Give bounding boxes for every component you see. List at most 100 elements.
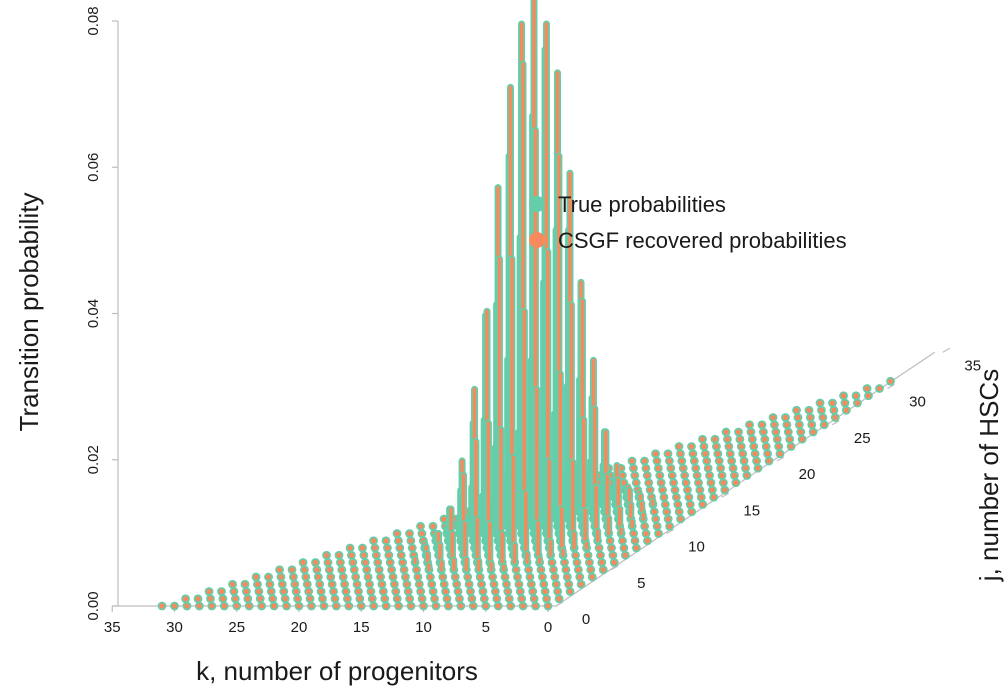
floor-point-csgf xyxy=(831,407,837,413)
floor-point-csgf xyxy=(749,436,755,442)
floor-point-csgf xyxy=(697,487,703,493)
floor-point-csgf xyxy=(777,451,783,457)
floor-point-csgf xyxy=(785,429,791,435)
floor-point-csgf xyxy=(753,458,760,464)
floor-point-csgf xyxy=(328,574,334,580)
floor-point-csgf xyxy=(207,596,214,602)
floor-point-csgf xyxy=(632,472,638,479)
floor-point-csgf xyxy=(730,465,736,471)
k-tick-label: 35 xyxy=(104,619,121,636)
floor-point-csgf xyxy=(495,603,501,609)
floor-point-csgf xyxy=(418,588,424,595)
floor-point-csgf xyxy=(741,458,747,464)
floor-point-csgf xyxy=(377,574,384,580)
floor-point-csgf xyxy=(387,559,393,566)
floor-point-csgf xyxy=(657,472,663,479)
floor-point-csgf xyxy=(508,603,514,609)
floor-point-csgf xyxy=(566,581,572,587)
floor-point-csgf xyxy=(699,436,706,442)
floor-point-csgf xyxy=(398,552,404,558)
floor-point-csgf xyxy=(159,603,165,609)
floor-point-csgf xyxy=(771,422,778,428)
floor-point-csgf xyxy=(597,552,604,558)
j-tick-mark xyxy=(721,492,730,498)
floor-point-csgf xyxy=(323,552,330,558)
floor-point-csgf xyxy=(232,596,238,602)
floor-point-csgf xyxy=(718,465,724,471)
j-tick-label: 0 xyxy=(582,611,590,628)
floor-point-csgf xyxy=(676,443,682,450)
j-tick-mark xyxy=(831,420,840,426)
floor-point-csgf xyxy=(354,581,360,587)
floor-point-csgf xyxy=(330,588,337,595)
floor-point-csgf xyxy=(600,567,606,573)
floor-point-csgf xyxy=(408,603,414,609)
floor-point-csgf xyxy=(306,588,312,595)
floor-point-csgf xyxy=(787,436,793,442)
floor-point-csgf xyxy=(530,588,536,595)
floor-point-csgf xyxy=(283,603,290,609)
floor-point-csgf xyxy=(308,603,315,609)
floor-point-csgf xyxy=(840,393,847,399)
floor-point-csgf xyxy=(368,588,374,595)
floor-point-csgf xyxy=(318,588,324,595)
floor-point-csgf xyxy=(588,567,594,573)
floor-point-csgf xyxy=(671,480,677,486)
floor-point-csgf xyxy=(539,574,546,580)
floor-point-csgf xyxy=(644,472,650,479)
x-axis-title: k, number of progenitors xyxy=(196,656,478,686)
floor-point-csgf xyxy=(532,603,539,609)
floor-point-csgf xyxy=(290,574,296,580)
floor-point-csgf xyxy=(643,530,649,537)
floor-point-csgf xyxy=(301,567,308,573)
floor-point-csgf xyxy=(312,559,319,566)
floor-point-csgf xyxy=(698,494,704,500)
floor-point-csgf xyxy=(744,472,750,479)
z-tick-label: 0.08 xyxy=(85,6,102,35)
floor-point-csgf xyxy=(596,545,602,551)
floor-point-csgf xyxy=(545,603,551,609)
floor-point-csgf xyxy=(564,574,570,580)
floor-point-csgf xyxy=(408,538,414,544)
floor-point-csgf xyxy=(353,574,359,580)
floor-point-csgf xyxy=(651,509,657,515)
floor-point-csgf xyxy=(691,458,697,464)
floor-point-csgf xyxy=(720,480,727,486)
floor-point-csgf xyxy=(221,603,227,609)
floor-point-csgf xyxy=(631,530,637,537)
floor-point-csgf xyxy=(314,567,320,573)
floor-point-csgf xyxy=(654,523,660,529)
floor-point-csgf xyxy=(531,596,537,602)
floor-point-csgf xyxy=(683,480,689,486)
floor-point-csgf xyxy=(806,407,812,413)
floor-point-csgf xyxy=(276,567,283,573)
floor-point-csgf xyxy=(369,596,375,602)
floor-point-csgf xyxy=(253,574,259,580)
floor-point-csgf xyxy=(611,559,617,566)
floor-point-csgf xyxy=(427,574,433,580)
floor-point-csgf xyxy=(404,581,410,587)
floor-point-csgf xyxy=(503,581,510,587)
floor-point-csgf xyxy=(610,552,616,558)
floor-point-csgf xyxy=(419,596,425,602)
floor-point-csgf xyxy=(633,480,639,486)
j-tick-label: 10 xyxy=(688,539,705,556)
floor-point-csgf xyxy=(441,581,447,587)
floor-point-csgf xyxy=(265,574,272,580)
floor-point-csgf xyxy=(256,588,262,595)
j-tick-mark xyxy=(610,565,619,571)
floor-point-csgf xyxy=(585,552,591,558)
floor-point-csgf xyxy=(788,443,794,450)
floor-point-csgf xyxy=(317,581,323,587)
floor-point-csgf xyxy=(380,588,386,595)
floor-point-csgf xyxy=(325,559,331,566)
floor-point-csgf xyxy=(371,603,377,609)
floor-point-csgf xyxy=(679,458,685,464)
floor-point-csgf xyxy=(668,465,674,471)
floor-point-csgf xyxy=(362,559,368,566)
floor-point-csgf xyxy=(397,545,403,551)
floor-point-csgf xyxy=(766,458,772,464)
floor-point-csgf xyxy=(394,530,400,537)
probability-stems xyxy=(411,0,657,574)
floor-point-csgf xyxy=(622,552,628,558)
